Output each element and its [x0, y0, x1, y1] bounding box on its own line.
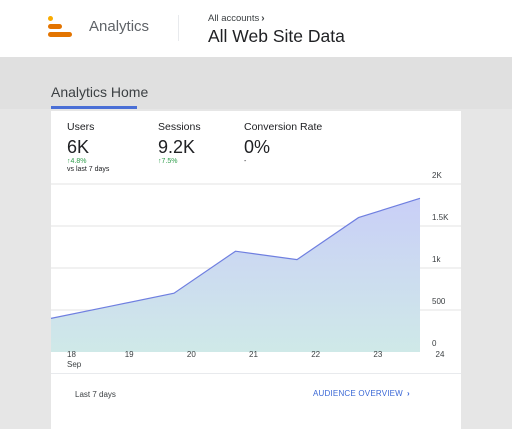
- accounts-label: All accounts: [208, 13, 260, 24]
- audience-overview-label: AUDIENCE OVERVIEW: [313, 389, 403, 398]
- app-name: Analytics: [89, 18, 150, 35]
- metric-label: Sessions: [158, 121, 201, 133]
- y-tick-label: 2K: [432, 171, 442, 180]
- app-header: Analytics All accounts › All Web Site Dat…: [0, 0, 512, 57]
- logo-bar-top: [48, 16, 53, 21]
- chevron-right-icon: ›: [406, 389, 410, 398]
- chart-area: [51, 198, 420, 352]
- page-title: Analytics Home: [51, 84, 149, 100]
- x-tick-label: 20: [187, 350, 196, 359]
- x-tick-label: 19: [125, 350, 134, 359]
- metric-value: 6K: [67, 137, 90, 157]
- y-tick-label: 1.5K: [432, 213, 449, 222]
- metric-value: 9.2K: [158, 137, 196, 157]
- metric-comparison: vs last 7 days: [67, 166, 110, 173]
- logo-bar-bottom: [48, 32, 72, 37]
- metric-change: ↑4.8%: [67, 158, 87, 165]
- date-range-selector[interactable]: Last 7 days: [75, 390, 116, 399]
- y-tick-label: 0: [432, 339, 437, 348]
- header-divider: [178, 15, 179, 41]
- chevron-right-icon: ›: [261, 13, 265, 24]
- analytics-logo-icon[interactable]: [48, 16, 74, 40]
- metric-label: Users: [67, 121, 95, 133]
- page-title-underline: [51, 106, 137, 109]
- footer-divider: [51, 373, 461, 374]
- chart-line: [50, 197, 421, 319]
- x-tick-label: 23: [373, 350, 382, 359]
- metric-value: 0%: [244, 137, 271, 157]
- x-axis-labels: 18 19 20 21 22 23 24 Sep: [67, 350, 445, 369]
- y-tick-label: 500: [432, 297, 446, 306]
- x-tick-label: 21: [249, 350, 258, 359]
- audience-overview-link[interactable]: AUDIENCE OVERVIEW ›: [313, 389, 410, 398]
- property-name[interactable]: All Web Site Data: [208, 26, 345, 46]
- page-title-bar: [0, 57, 512, 109]
- x-tick-label: 24: [436, 350, 445, 359]
- metric-users[interactable]: Users 6K ↑4.8% vs last 7 days: [67, 121, 109, 173]
- y-tick-label: 1k: [432, 255, 441, 264]
- x-tick-label: 22: [311, 350, 320, 359]
- metric-conversion-rate[interactable]: Conversion Rate 0% -: [244, 121, 322, 165]
- logo-bar-middle: [48, 24, 62, 29]
- metric-change: ↑7.5%: [158, 158, 178, 165]
- metric-change: -: [244, 158, 247, 165]
- x-tick-label: 18: [67, 350, 76, 359]
- metric-label: Conversion Rate: [244, 121, 323, 133]
- x-month-label: Sep: [67, 360, 82, 369]
- metric-sessions[interactable]: Sessions 9.2K ↑7.5%: [158, 121, 201, 165]
- accounts-selector[interactable]: All accounts ›: [208, 13, 265, 24]
- y-axis-labels: 0 500 1k 1.5K 2K: [432, 171, 449, 348]
